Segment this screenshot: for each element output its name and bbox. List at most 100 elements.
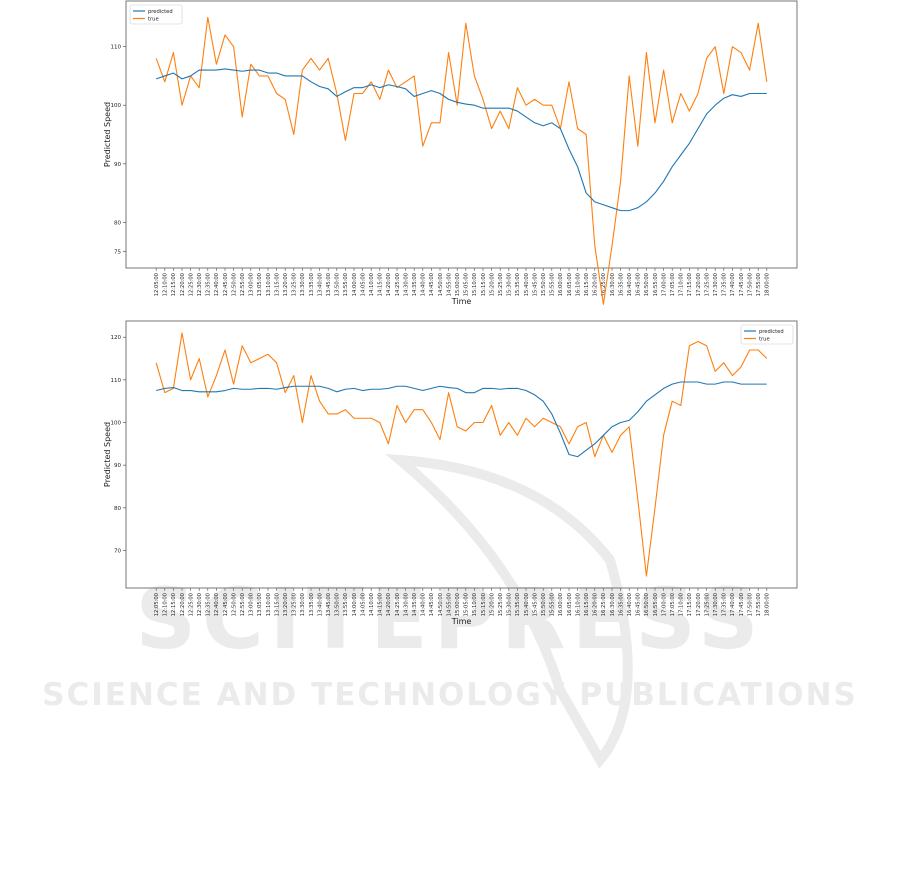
x-tick-label: 17:50:00 [747, 273, 753, 296]
watermark: SCITEPRESS SCIENCE AND TECHNOLOGY PUBLIC… [42, 453, 856, 769]
x-tick-label: 12:25:00 [188, 593, 194, 616]
watermark-title: SCITEPRESS [136, 570, 765, 668]
legend: predicted true [740, 324, 794, 345]
x-tick-label: 16:55:00 [653, 273, 659, 296]
x-tick-label: 14:05:00 [360, 273, 366, 296]
x-tick-label: 15:20:00 [489, 593, 495, 616]
x-tick-label: 14:35:00 [412, 593, 418, 616]
x-tick-label: 12:15:00 [171, 273, 177, 296]
x-tick-label: 14:45:00 [429, 273, 435, 296]
x-tick-label: 17:20:00 [696, 593, 702, 616]
x-tick-label: 14:35:00 [412, 273, 418, 296]
x-tick-label: 15:20:00 [489, 273, 495, 296]
legend: predicted true [129, 4, 183, 25]
x-tick-label: 13:20:00 [283, 273, 289, 296]
x-tick-label: 12:10:00 [163, 593, 169, 616]
x-tick-label: 12:50:00 [231, 273, 237, 296]
x-tick-label: 14:55:00 [446, 273, 452, 296]
x-tick-label: 13:00:00 [249, 593, 255, 616]
x-tick-label: 15:55:00 [550, 273, 556, 296]
x-tick-label: 13:05:00 [257, 593, 263, 616]
watermark-swoosh [384, 453, 633, 769]
x-tick-label: 13:30:00 [300, 593, 306, 616]
x-tick-label: 14:20:00 [386, 273, 392, 296]
x-tick-label: 17:15:00 [687, 273, 693, 296]
y-tick-label: 120 [111, 335, 122, 341]
x-tick-label: 13:00:00 [249, 273, 255, 296]
x-tick-label: 16:00:00 [558, 273, 564, 296]
x-tick-label: 12:30:00 [197, 593, 203, 616]
y-tick-label: 100 [111, 421, 122, 427]
x-tick-label: 12:05:00 [154, 593, 160, 616]
x-tick-label: 15:30:00 [507, 593, 513, 616]
y-tick-label: 75 [114, 250, 121, 256]
plot-frame [125, 0, 798, 269]
x-tick-label: 17:45:00 [739, 593, 745, 616]
x-tick-label: 16:20:00 [593, 593, 599, 616]
x-tick-label: 15:05:00 [464, 593, 470, 616]
x-tick-label: 13:30:00 [300, 273, 306, 296]
x-tick-label: 12:20:00 [180, 273, 186, 296]
x-tick-label: 16:30:00 [610, 593, 616, 616]
x-tick-label: 16:40:00 [627, 593, 633, 616]
x-tick-label: 16:15:00 [584, 273, 590, 296]
x-tick-label: 13:10:00 [266, 273, 272, 296]
x-tick-label: 15:25:00 [498, 593, 504, 616]
x-tick-label: 12:55:00 [240, 593, 246, 616]
x-tick-label: 14:15:00 [378, 273, 384, 296]
x-tick-label: 15:55:00 [550, 593, 556, 616]
x-tick-label: 12:30:00 [197, 273, 203, 296]
x-tick-label: 14:00:00 [352, 273, 358, 296]
x-tick-label: 16:05:00 [567, 273, 573, 296]
x-tick-label: 14:10:00 [369, 273, 375, 296]
x-tick-label: 16:25:00 [601, 593, 607, 616]
x-tick-label: 16:15:00 [584, 593, 590, 616]
x-tick-label: 15:25:00 [498, 273, 504, 296]
legend-box [740, 324, 794, 345]
x-tick-label: 15:45:00 [532, 593, 538, 616]
x-tick-label: 17:40:00 [730, 273, 736, 296]
x-tick-label: 18:00:00 [765, 273, 771, 296]
x-tick-label: 15:50:00 [541, 593, 547, 616]
x-tick-label: 13:55:00 [343, 273, 349, 296]
x-tick-label: 16:45:00 [636, 593, 642, 616]
x-tick-label: 14:50:00 [438, 593, 444, 616]
x-tick-label: 17:20:00 [696, 273, 702, 296]
y-tick-label: 90 [114, 463, 121, 469]
x-tick-label: 13:10:00 [266, 593, 272, 616]
x-tick-label: 16:55:00 [653, 593, 659, 616]
x-tick-label: 13:35:00 [309, 593, 315, 616]
x-tick-label: 17:00:00 [661, 593, 667, 616]
x-tick-label: 15:30:00 [507, 273, 513, 296]
x-tick-label: 16:50:00 [644, 593, 650, 616]
x-tick-label: 15:15:00 [481, 273, 487, 296]
y-axis-label: Predicted Speed [103, 422, 112, 487]
series-line-predicted [156, 68, 767, 212]
x-tick-label: 14:40:00 [421, 593, 427, 616]
x-tick-label: 14:45:00 [429, 593, 435, 616]
x-tick-label: 13:45:00 [326, 593, 332, 616]
x-tick-label: 12:55:00 [240, 273, 246, 296]
x-tick-label: 14:30:00 [403, 593, 409, 616]
x-tick-label: 16:35:00 [618, 593, 624, 616]
x-tick-label: 15:40:00 [524, 593, 530, 616]
y-tick-label: 70 [114, 548, 121, 554]
x-tick-label: 13:40:00 [317, 273, 323, 296]
x-tick-label: 14:15:00 [378, 593, 384, 616]
x-tick-label: 17:00:00 [661, 273, 667, 296]
x-tick-label: 17:10:00 [679, 593, 685, 616]
x-tick-label: 15:35:00 [515, 273, 521, 296]
x-tick-label: 15:15:00 [481, 593, 487, 616]
x-tick-label: 14:55:00 [446, 593, 452, 616]
legend-label-predicted: predicted [148, 9, 173, 15]
x-tick-label: 16:20:00 [593, 273, 599, 296]
plot-frame [125, 320, 798, 589]
x-tick-label: 13:50:00 [335, 593, 341, 616]
x-tick-label: 17:15:00 [687, 593, 693, 616]
x-tick-label: 13:05:00 [257, 273, 263, 296]
x-tick-label: 15:10:00 [472, 273, 478, 296]
x-tick-label: 12:45:00 [223, 593, 229, 616]
x-tick-label: 15:05:00 [464, 273, 470, 296]
x-tick-label: 12:15:00 [171, 593, 177, 616]
